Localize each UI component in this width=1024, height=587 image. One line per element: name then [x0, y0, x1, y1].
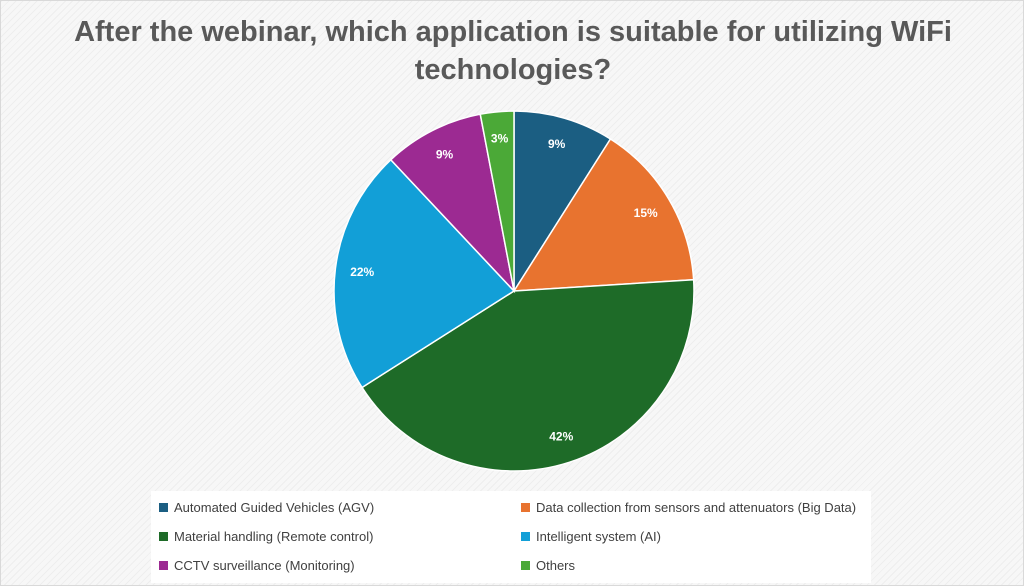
pie-slice-4 — [389, 113, 516, 294]
legend-label: Intelligent system (AI) — [536, 528, 661, 544]
legend-swatch — [159, 531, 168, 541]
legend-label: Others — [536, 557, 576, 573]
data-label-5: 3% — [491, 132, 509, 146]
pie-slice-3 — [333, 158, 516, 389]
legend-item-1: Data collection from sensors and attenua… — [521, 497, 856, 517]
chart-title: After the webinar, which application is … — [74, 16, 952, 86]
data-label-1: 15% — [634, 206, 658, 220]
pie-slice-1 — [512, 137, 695, 292]
legend-swatch — [521, 560, 530, 570]
legend-label: Automated Guided Vehicles (AGV) — [174, 499, 375, 515]
data-label-2: 42% — [549, 430, 573, 444]
data-label-3: 22% — [350, 265, 374, 279]
pie-slice-2 — [360, 278, 695, 472]
legend-label: Data collection from sensors and attenua… — [536, 499, 857, 515]
legend-label: Material handling (Remote control) — [174, 528, 374, 544]
data-label-0: 9% — [548, 137, 566, 151]
data-label-4: 9% — [436, 148, 454, 162]
legend-swatch — [159, 502, 168, 512]
legend-label: CCTV surveillance (Monitoring) — [174, 557, 355, 573]
chart-legend: Automated Guided Vehicles (AGV) Data coll… — [151, 491, 871, 583]
legend-swatch — [521, 502, 530, 512]
legend-swatch — [159, 560, 168, 570]
legend-item-4: CCTV surveillance (Monitoring) — [159, 555, 355, 575]
legend-item-3: Intelligent system (AI) — [521, 526, 661, 546]
legend-item-5: Others — [521, 555, 575, 575]
pie-slice-5 — [479, 110, 515, 292]
legend-swatch — [521, 531, 530, 541]
legend-item-0: Automated Guided Vehicles (AGV) — [159, 497, 374, 517]
legend-item-2: Material handling (Remote control) — [159, 526, 373, 546]
pie-slice-0 — [513, 110, 612, 294]
